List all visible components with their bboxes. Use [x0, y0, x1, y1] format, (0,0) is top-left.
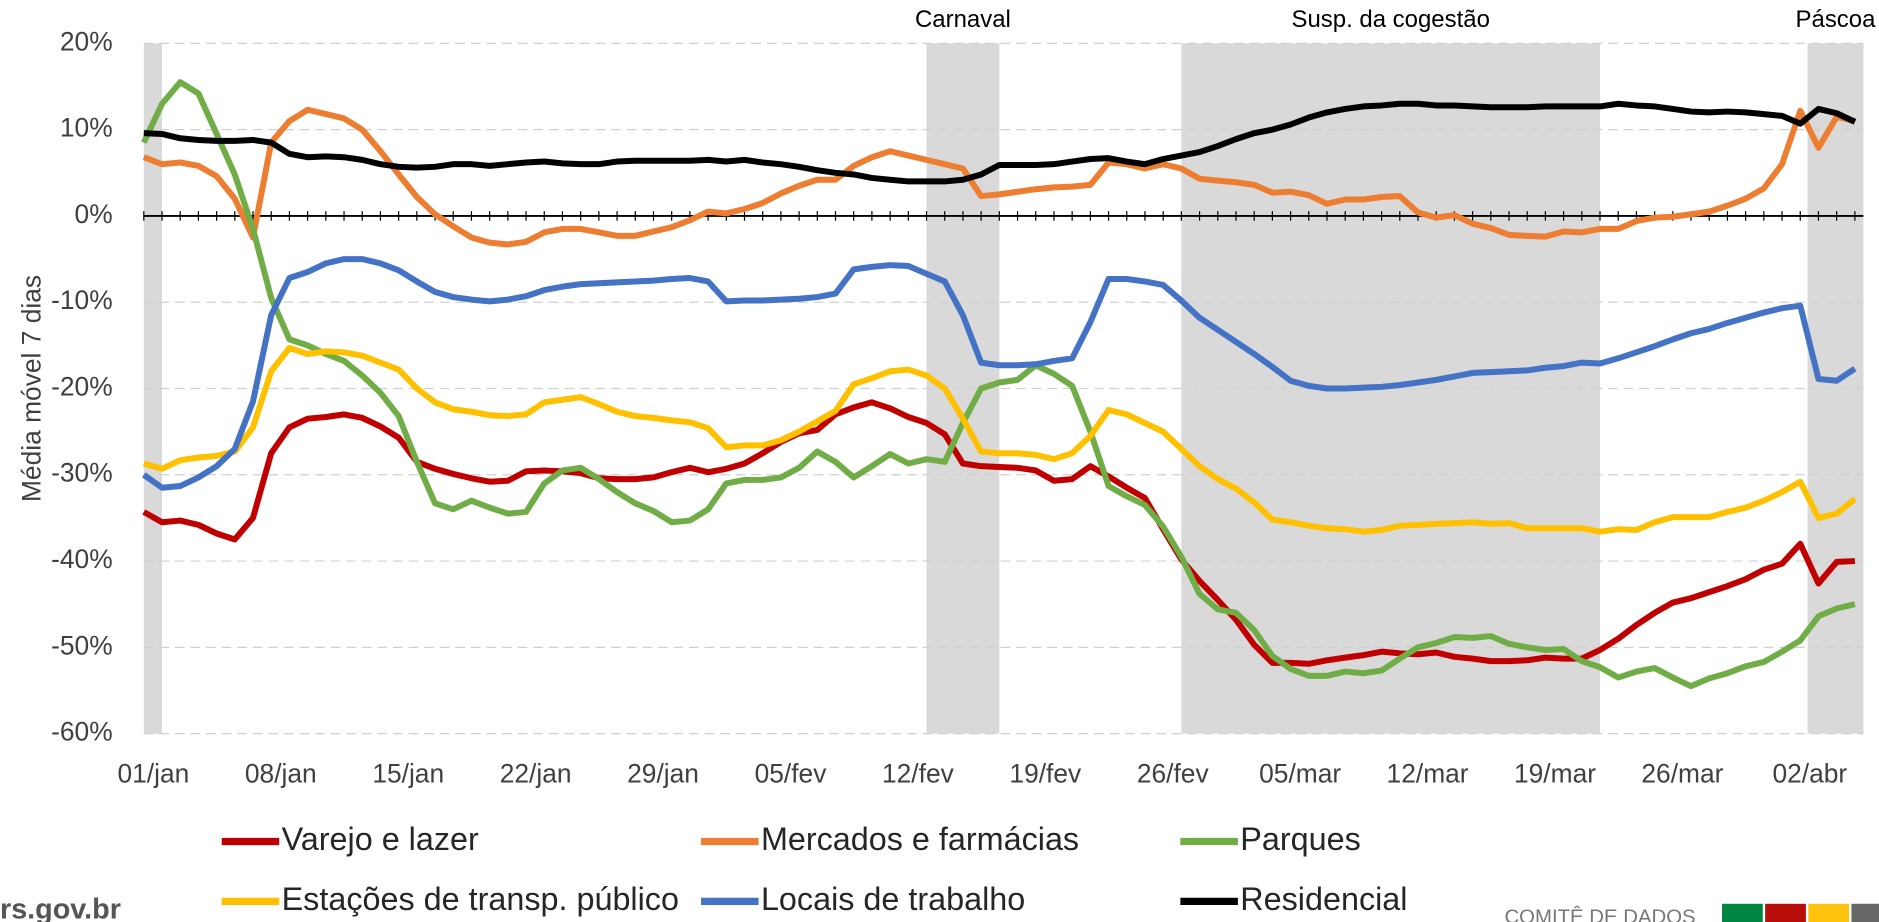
y-tick-label: 0% — [75, 199, 113, 229]
x-tick-label: 12/fev — [882, 759, 955, 789]
x-tick-label: 01/jan — [117, 759, 189, 789]
x-tick-label: 26/fev — [1137, 759, 1210, 789]
x-tick-label: 05/mar — [1259, 759, 1341, 789]
y-tick-label: -50% — [51, 630, 113, 660]
y-tick-label: 20% — [60, 26, 113, 56]
legend-label: Varejo e lazer — [282, 821, 479, 857]
band-label: Carnaval — [915, 6, 1011, 33]
x-tick-label: 08/jan — [245, 759, 317, 789]
x-tick-label: 05/fev — [755, 759, 828, 789]
y-tick-label: -20% — [51, 371, 113, 401]
x-tick-label: 12/mar — [1387, 759, 1469, 789]
series-line — [143, 100, 1857, 185]
logo-block — [1765, 903, 1806, 922]
series-line — [141, 79, 1856, 690]
logo-block — [1722, 903, 1763, 922]
y-tick-label: -30% — [51, 458, 113, 488]
y-tick-label: -60% — [51, 717, 113, 747]
band-label: Susp. da cogestão — [1291, 6, 1489, 33]
series-line — [142, 256, 1857, 491]
x-tick-label: 26/mar — [1641, 759, 1723, 789]
logo-block — [1851, 903, 1879, 922]
footer-site: rs.gov.br — [0, 894, 121, 922]
y-tick-label: -40% — [51, 544, 113, 574]
legend-label: Estações de transp. público — [282, 881, 679, 917]
y-tick-label: -10% — [51, 285, 113, 315]
legend-label: Locais de trabalho — [761, 881, 1025, 917]
y-tick-label: 10% — [60, 113, 113, 143]
x-tick-label: 15/jan — [372, 759, 444, 789]
band-label: Páscoa — [1796, 6, 1877, 33]
series-line — [142, 345, 1857, 535]
series-line — [142, 399, 1856, 667]
y-axis-label: Média móvel 7 dias — [17, 275, 47, 502]
x-tick-label: 29/jan — [627, 759, 699, 789]
x-tick-label: 19/fev — [1009, 759, 1082, 789]
legend-label: Parques — [1240, 821, 1360, 857]
logo-block — [1808, 903, 1850, 922]
legend-label: Residencial — [1240, 881, 1407, 917]
x-tick-label: 19/mar — [1514, 759, 1596, 789]
x-tick-label: 22/jan — [500, 759, 572, 789]
footer-org: COMITÊ DE DADOS — [1504, 906, 1695, 922]
legend-label: Mercados e farmácias — [761, 821, 1079, 857]
x-tick-label: 02/abr — [1772, 759, 1847, 789]
series-line — [142, 106, 1856, 248]
